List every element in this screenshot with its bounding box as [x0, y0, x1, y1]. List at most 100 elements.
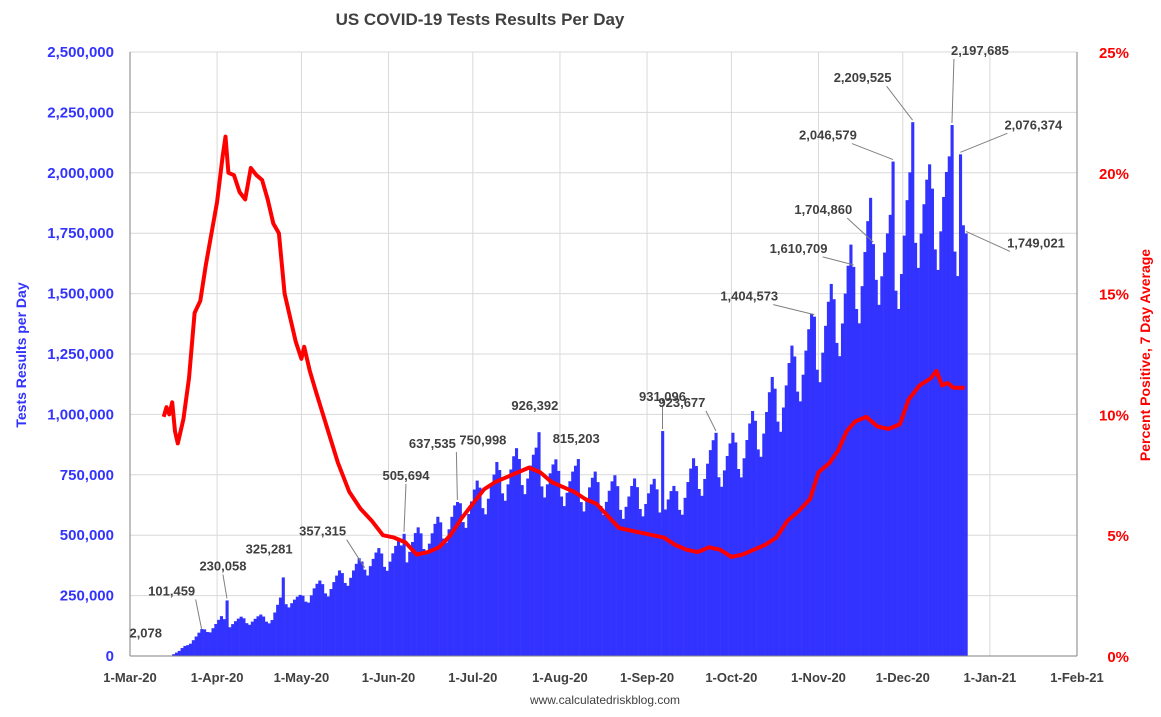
test-bar — [857, 323, 861, 656]
test-bar — [529, 465, 533, 656]
test-bar — [869, 197, 873, 656]
test-bar — [225, 600, 229, 656]
test-bar — [781, 407, 786, 656]
y-axis-label-left: Tests Results per Day — [13, 282, 29, 427]
test-bar — [304, 601, 308, 656]
test-bar — [559, 496, 564, 656]
test-bar — [425, 554, 429, 656]
test-bar — [683, 497, 687, 656]
test-bar — [579, 502, 583, 656]
test-bar — [849, 244, 853, 656]
test-bar — [843, 293, 847, 656]
chart-title: US COVID-19 Tests Results Per Day — [336, 10, 625, 29]
test-bar — [189, 643, 193, 656]
test-bar — [602, 514, 606, 656]
test-bar — [894, 290, 898, 656]
test-bar — [838, 356, 842, 656]
test-bar — [276, 604, 280, 656]
test-bar — [368, 566, 372, 656]
data-label: 815,203 — [553, 431, 600, 446]
x-tick-label: 1-Apr-20 — [191, 670, 244, 685]
annotation-leader — [965, 230, 1011, 252]
test-bar — [877, 304, 881, 656]
test-bar — [722, 470, 727, 656]
test-bar — [315, 583, 319, 656]
positivity-line — [161, 134, 965, 559]
test-bar — [484, 514, 488, 656]
test-bar — [616, 486, 620, 656]
test-bar — [860, 286, 864, 656]
test-bar — [672, 485, 676, 656]
test-bar — [394, 545, 398, 656]
test-bar — [840, 323, 845, 656]
test-bar — [360, 561, 364, 656]
test-bar — [492, 474, 496, 656]
test-bar — [753, 420, 757, 656]
data-label: 357,315 — [299, 524, 346, 539]
footer-source: www.calculatedriskblog.com — [529, 693, 680, 707]
test-bar — [441, 538, 446, 656]
test-bar — [596, 482, 600, 656]
test-bar — [416, 527, 420, 656]
test-bar — [307, 602, 311, 656]
y-tick-label-left: 1,500,000 — [47, 286, 114, 303]
test-bar — [455, 501, 460, 656]
test-bar — [571, 471, 575, 656]
x-tick-label: 1-Nov-20 — [791, 670, 846, 685]
test-bar — [647, 493, 651, 656]
test-bar — [343, 582, 347, 656]
test-bar — [329, 589, 333, 656]
test-bar — [798, 401, 802, 656]
test-bar — [618, 509, 623, 656]
test-bar — [312, 588, 316, 656]
test-bar — [638, 509, 642, 656]
y-tick-label-right: 0% — [1107, 649, 1129, 666]
data-label: 931,096 — [639, 389, 686, 404]
test-bar — [354, 563, 358, 656]
x-tick-label: 1-Dec-20 — [876, 670, 930, 685]
test-bar — [604, 501, 609, 656]
y-tick-label-left: 2,250,000 — [47, 104, 114, 121]
test-bar — [703, 478, 707, 656]
y-tick-label-right: 20% — [1099, 166, 1129, 183]
test-bar — [363, 569, 367, 656]
test-bar — [259, 614, 263, 656]
test-bar — [543, 497, 547, 656]
test-bar — [408, 551, 412, 656]
test-bar — [874, 279, 878, 656]
test-bar — [748, 423, 752, 656]
test-bar — [537, 432, 541, 656]
test-bar — [582, 511, 586, 656]
data-label: 926,392 — [511, 398, 558, 413]
test-bar — [464, 527, 468, 656]
x-tick-label: 1-Mar-20 — [103, 670, 156, 685]
test-bar — [666, 499, 670, 656]
test-bar — [846, 265, 850, 656]
test-bar — [818, 382, 822, 656]
test-bar — [534, 447, 538, 656]
test-bar — [284, 604, 288, 656]
test-bar — [174, 652, 179, 656]
test-bar — [739, 477, 743, 656]
test-bar — [568, 481, 572, 656]
test-bar — [630, 485, 634, 656]
data-label: 325,281 — [246, 541, 293, 556]
data-label: 2,078 — [129, 625, 162, 640]
test-bar — [290, 603, 294, 656]
test-bar — [205, 631, 209, 656]
test-bar — [852, 266, 856, 656]
test-bar — [239, 616, 243, 656]
test-bar — [942, 196, 946, 656]
test-bar — [366, 575, 370, 656]
test-bar — [382, 566, 387, 656]
test-bar — [503, 500, 507, 656]
annotation-leader — [773, 304, 815, 316]
annotation-leader — [403, 483, 407, 532]
data-label: 750,998 — [459, 433, 506, 448]
test-bar — [500, 493, 505, 656]
test-bar — [208, 632, 212, 656]
test-bar — [866, 221, 870, 656]
data-label: 2,209,525 — [834, 70, 892, 85]
data-label: 2,076,374 — [1004, 117, 1063, 132]
